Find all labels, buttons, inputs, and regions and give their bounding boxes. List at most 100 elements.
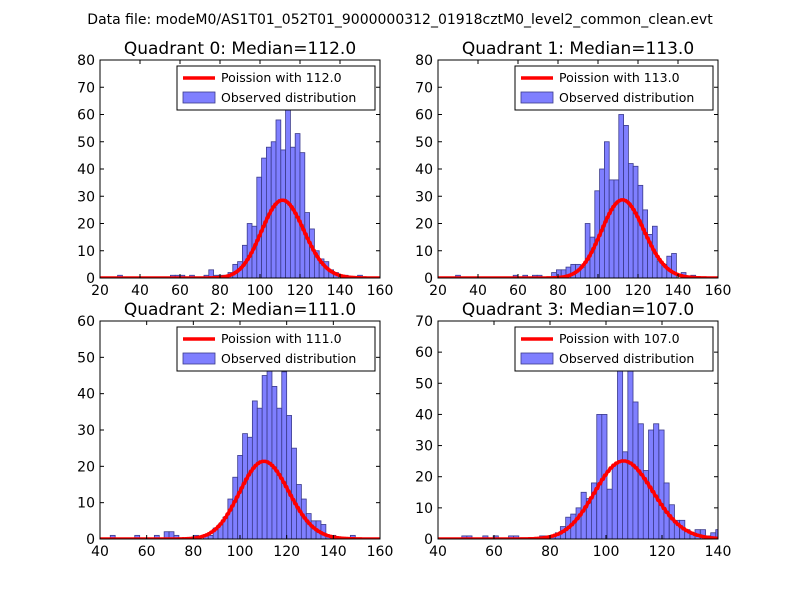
axes-frame [437, 320, 719, 540]
legend-curve-label: Poission with 113.0 [559, 70, 680, 85]
histogram-bar [281, 371, 288, 539]
legend-curve-label: Poission with 107.0 [559, 331, 680, 346]
y-tick-label: 10 [77, 244, 95, 260]
histogram-bar [658, 429, 665, 539]
histogram-bar [628, 163, 634, 278]
x-tick-label: 40 [429, 544, 447, 560]
y-tick-label: 20 [77, 459, 95, 475]
poisson-curve [438, 459, 718, 539]
y-tick-label: 0 [86, 532, 95, 548]
x-tick-label: 100 [593, 544, 620, 560]
legend-bars-label: Observed distribution [559, 351, 694, 366]
y-tick-label: 60 [415, 108, 433, 124]
x-tick-label: 20 [429, 283, 447, 299]
histogram-bar [611, 463, 618, 539]
chart-quadrant-1: 20 40 60 80 100 120 140 160 0 10 20 30 40 50 60 70 80 Qua… [415, 39, 731, 299]
y-tick-label: 50 [415, 376, 433, 392]
histogram-bar [286, 415, 292, 539]
x-tick-label: 60 [509, 283, 527, 299]
x-tick-label: 100 [585, 283, 612, 299]
poisson-curve [438, 198, 718, 278]
histogram-bar [291, 447, 297, 539]
y-tick-label: 60 [415, 345, 433, 361]
x-tick-label: 120 [649, 544, 676, 560]
legend-curve-label: Poission with 112.0 [221, 70, 342, 85]
y-tick-label: 20 [415, 470, 433, 486]
x-tick-label: 40 [91, 544, 109, 560]
histogram-bar [207, 534, 214, 539]
y-tick-label: 30 [415, 189, 433, 205]
x-tick-label: 80 [541, 544, 559, 560]
x-tick-label: 80 [184, 544, 202, 560]
legend-bars-label: Observed distribution [221, 90, 356, 105]
histogram-bar [604, 141, 610, 278]
figure-suptitle: Data file: modeM0/AS1T01_052T01_90000003… [87, 12, 713, 28]
y-tick-label: 40 [415, 162, 433, 178]
histogram-bar [299, 152, 306, 278]
x-tick-label: 140 [705, 544, 732, 560]
y-tick-label: 60 [77, 108, 95, 124]
histogram-bar [247, 436, 253, 539]
histogram-bar [285, 92, 291, 278]
histogram-bar [596, 414, 603, 539]
histogram-bar [266, 356, 273, 539]
x-tick-label: 100 [227, 544, 254, 560]
histogram-bar [653, 423, 660, 539]
histogram-bar [232, 476, 239, 539]
y-tick-label: 20 [77, 217, 95, 233]
y-tick-label: 60 [77, 314, 95, 330]
x-tick-label: 80 [211, 283, 229, 299]
x-tick-label: 160 [367, 544, 394, 560]
y-tick-label: 10 [415, 244, 433, 260]
x-tick-label: 120 [625, 283, 652, 299]
x-tick-label: 140 [665, 283, 692, 299]
y-tick-label: 40 [77, 162, 95, 178]
histogram-bar [256, 407, 263, 539]
chart-quadrant-2: 40 60 80 100 120 140 160 0 10 20 30 40 50 60 Quadrant … [77, 300, 393, 560]
y-tick-label: 50 [77, 135, 95, 151]
y-tick-label: 10 [77, 496, 95, 512]
y-tick-label: 40 [415, 407, 433, 423]
legend-bars-swatch [520, 352, 554, 365]
y-tick-label: 20 [415, 217, 433, 233]
chart-title: Quadrant 0: Median=112.0 [124, 39, 356, 59]
y-tick-label: 0 [424, 532, 433, 548]
histogram-bar [671, 253, 677, 278]
x-tick-label: 160 [367, 283, 394, 299]
histogram-bar [618, 114, 624, 278]
y-tick-label: 10 [415, 501, 433, 517]
x-tick-label: 40 [131, 283, 149, 299]
y-tick-label: 40 [77, 387, 95, 403]
histogram-bar [637, 184, 644, 278]
x-tick-label: 80 [549, 283, 567, 299]
chart-title: Quadrant 2: Median=111.0 [124, 300, 356, 320]
x-tick-label: 160 [705, 283, 732, 299]
x-tick-label: 140 [327, 283, 354, 299]
histogram-bar [256, 176, 262, 278]
histogram-bar [608, 179, 615, 278]
chart-quadrant-0: 20 40 60 80 100 120 140 160 0 10 20 30 40 50 60 70 80 Qua… [77, 39, 393, 299]
y-tick-label: 30 [77, 189, 95, 205]
legend-bars-label: Observed distribution [221, 351, 356, 366]
histogram-bar [584, 223, 591, 278]
y-tick-label: 70 [415, 80, 433, 96]
histogram-bar [617, 357, 624, 539]
legend-bars-swatch [520, 91, 554, 104]
y-tick-label: 70 [415, 314, 433, 330]
chart-quadrant-3: 40 60 80 100 120 140 0 10 20 30 40 50 60 70 Quadrant 3… [415, 300, 731, 560]
y-tick-label: 50 [415, 135, 433, 151]
x-tick-label: 40 [469, 283, 487, 299]
histogram-bar [280, 149, 286, 278]
histogram-bar [208, 269, 215, 278]
histogram-bar [294, 133, 301, 278]
y-tick-label: 70 [77, 80, 95, 96]
histogram-bar [606, 488, 613, 539]
x-tick-label: 120 [273, 544, 300, 560]
x-tick-label: 60 [485, 544, 503, 560]
y-tick-label: 30 [415, 439, 433, 455]
histogram-bar [271, 385, 278, 539]
y-tick-label: 50 [77, 350, 95, 366]
x-tick-label: 100 [247, 283, 274, 299]
histogram-bar [637, 423, 644, 539]
